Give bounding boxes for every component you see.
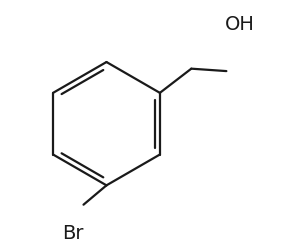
Text: Br: Br <box>62 224 83 243</box>
Text: OH: OH <box>224 15 254 34</box>
